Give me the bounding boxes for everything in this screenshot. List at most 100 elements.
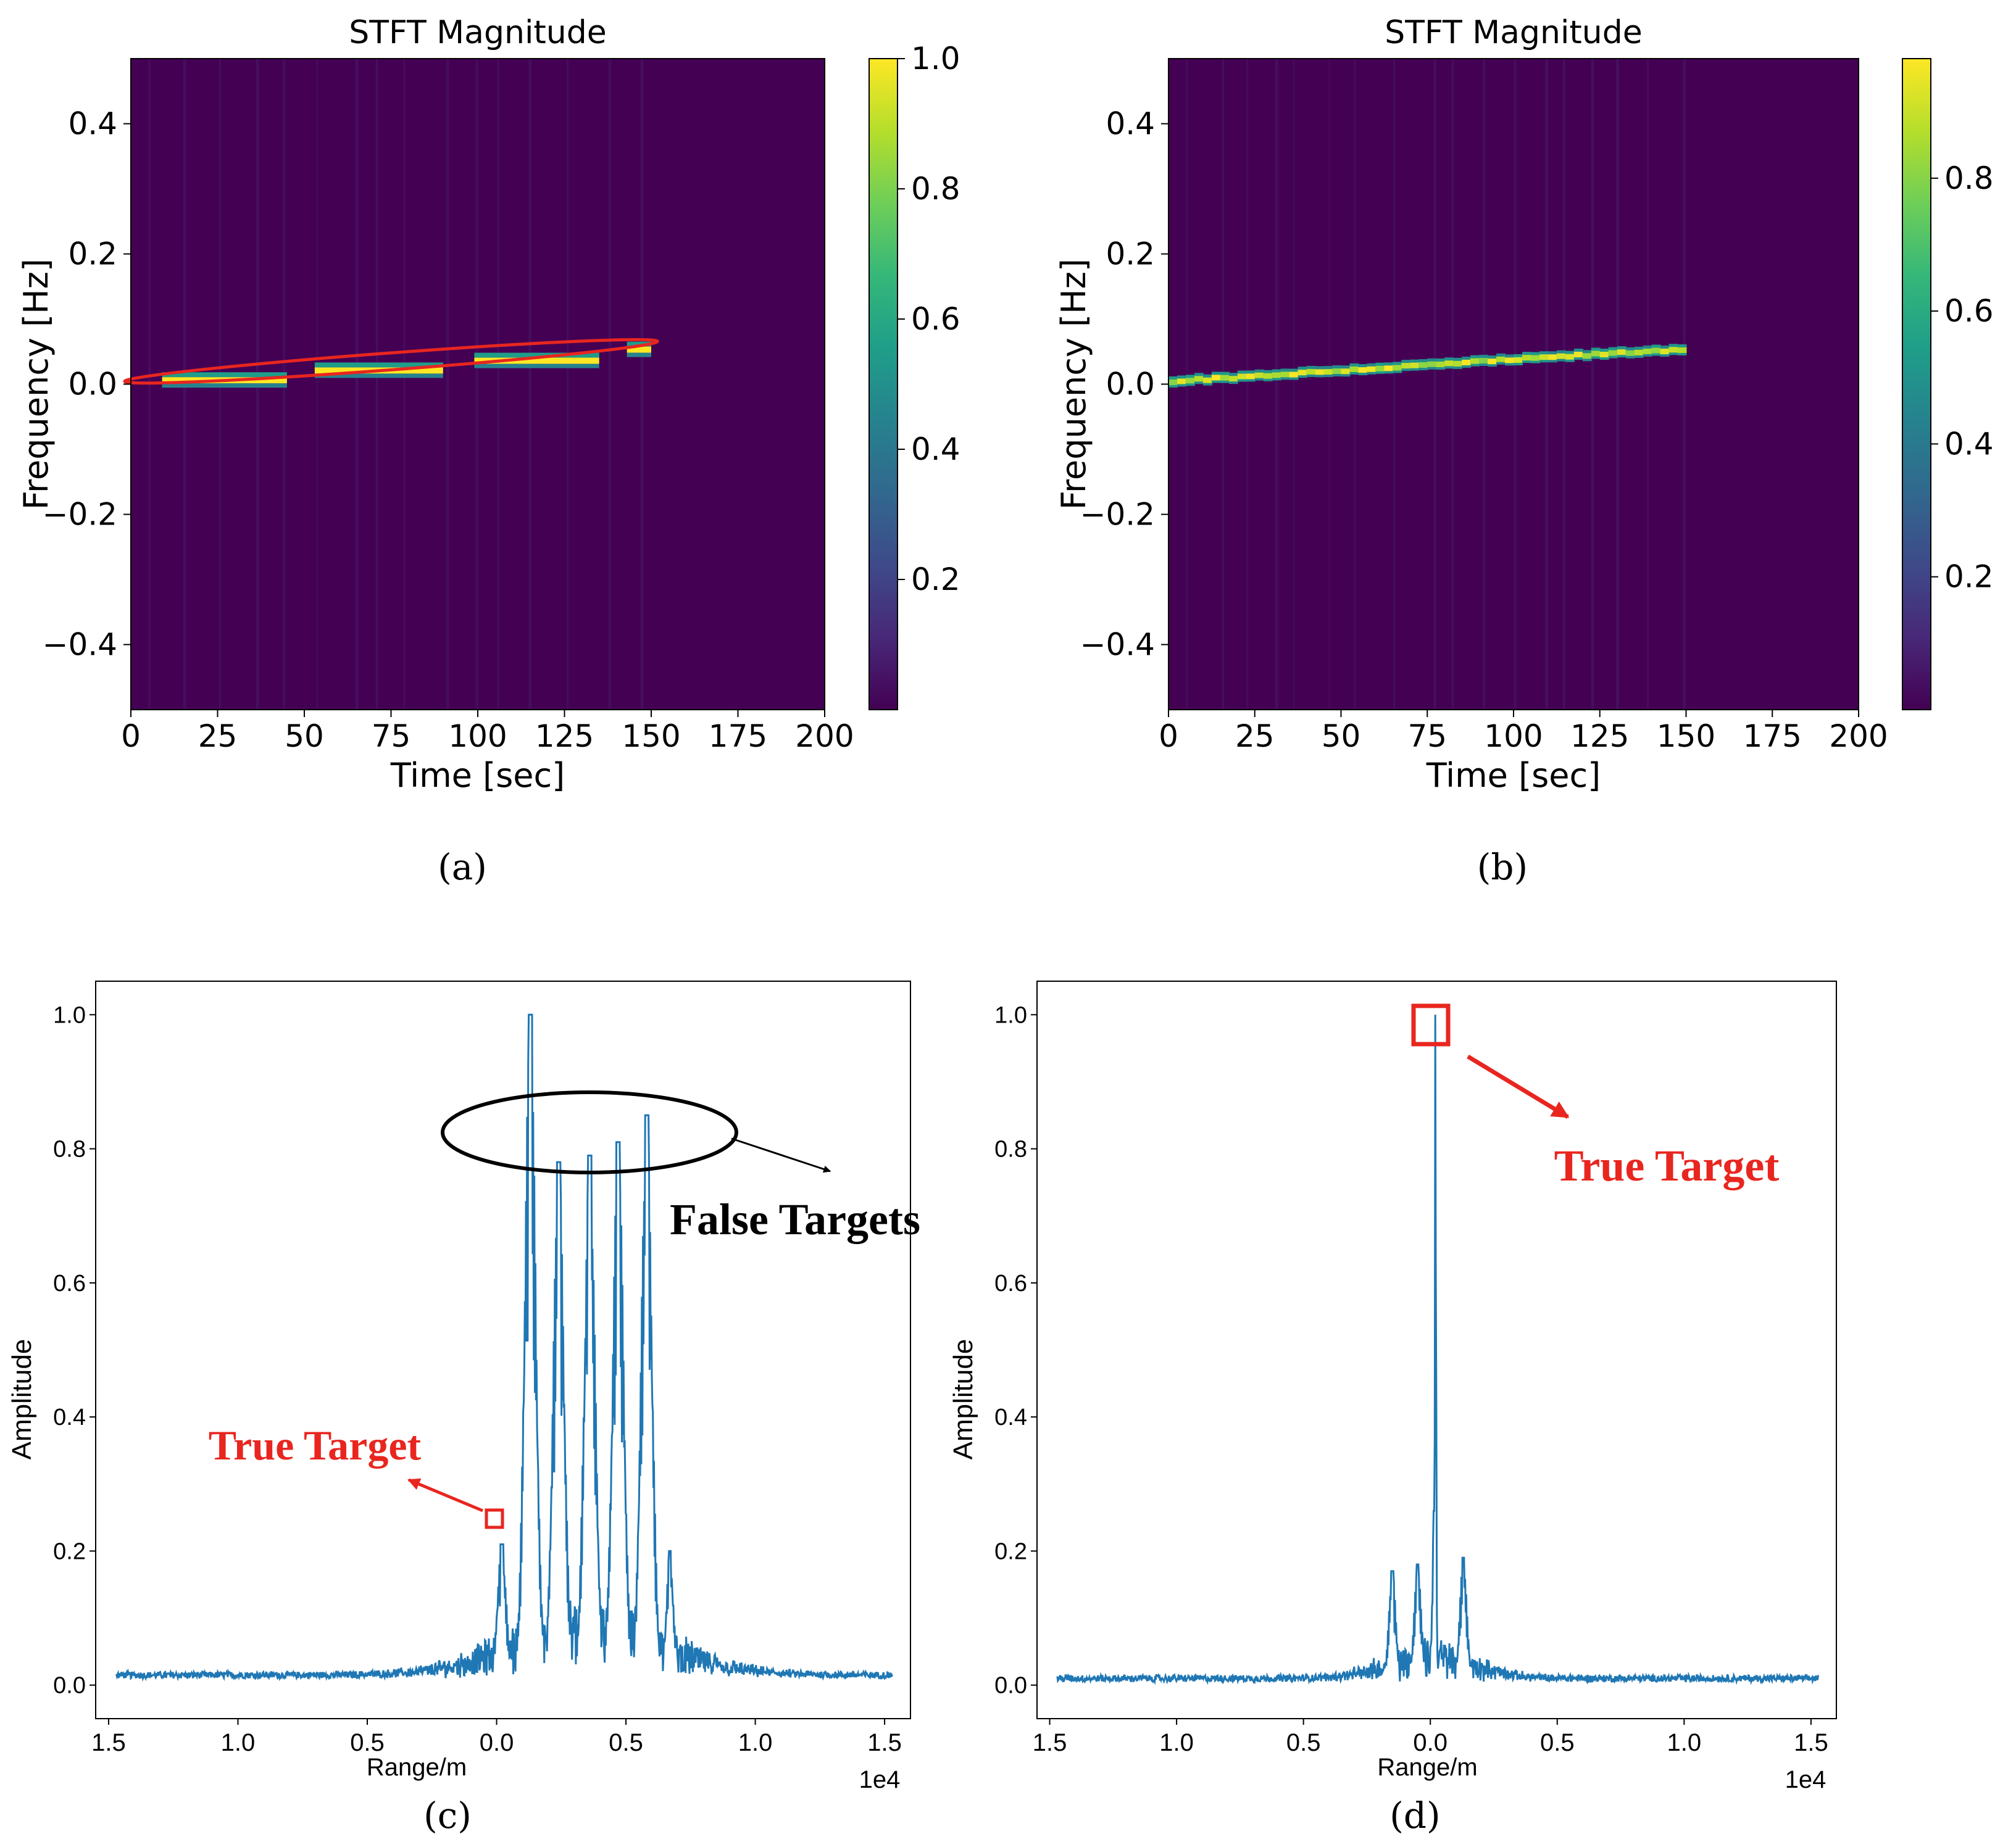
x-tick-label: 0	[121, 718, 141, 754]
x-tick-label: 1.0	[1667, 1729, 1702, 1756]
x-offset-label: 1e4	[859, 1766, 901, 1793]
x-tick-label: 75	[372, 718, 411, 754]
heatmap-streak	[1483, 59, 1486, 710]
chirp-cell	[1272, 372, 1281, 378]
chirp-cell	[1228, 376, 1238, 382]
segment-2-lower	[474, 363, 599, 368]
heatmap-streak	[1328, 59, 1330, 710]
heatmap-streak	[1293, 59, 1295, 710]
colorbar-tick-label: 1.0	[911, 41, 960, 77]
x-tick-label: 25	[1235, 718, 1275, 754]
x-tick-label: 150	[1657, 718, 1715, 754]
true-target-arrow	[407, 1478, 483, 1513]
colorbar-tick-label: 0.6	[911, 301, 960, 337]
chirp-cell	[1453, 360, 1463, 367]
y-axis-label: Amplitude	[948, 1339, 978, 1460]
chirp-cell	[1591, 351, 1601, 357]
chirp-cell	[1393, 365, 1402, 371]
heatmap-streak	[528, 59, 532, 710]
heatmap-streak	[1647, 59, 1649, 710]
colorbar	[1902, 58, 1931, 710]
chirp-cell	[1514, 357, 1523, 363]
x-tick-label: 50	[285, 718, 324, 754]
chirp-cell	[1462, 359, 1472, 365]
chirp-cell	[1341, 368, 1351, 375]
heatmap-streak	[1275, 59, 1278, 710]
heatmap-streak	[1616, 59, 1619, 710]
chirp-cell	[1668, 347, 1678, 353]
chirp-cell	[1634, 349, 1644, 355]
y-tick-label: 0.0	[1106, 367, 1155, 402]
chirp-cell	[1547, 354, 1557, 360]
heatmap-streak	[1545, 59, 1549, 710]
x-axis-label: Range/m	[1377, 1754, 1477, 1781]
amplitude-panel-d: 1.5 1.0 0.5 0.0 0.5 1.0 1.5 0.0 0.2 0.4 0.6 0.8 1.0 R…	[948, 981, 1837, 1837]
chirp-cell	[1625, 350, 1635, 356]
colorbar-tick-label: 0.4	[1944, 426, 1994, 462]
heatmap-streak	[475, 59, 478, 710]
x-tick-label: 200	[795, 718, 854, 754]
y-tick-label: 0.0	[68, 367, 117, 402]
signal-line	[115, 1013, 893, 1682]
x-tick-label: 200	[1829, 718, 1888, 754]
signal-line	[1056, 1015, 1820, 1685]
colorbar-tick-label: 0.2	[1944, 559, 1994, 595]
chirp-cell	[1505, 357, 1514, 363]
chirp-cell	[1496, 356, 1506, 362]
heatmap-streak	[1683, 59, 1686, 710]
x-tick-label: 50	[1322, 718, 1361, 754]
plot-frame	[95, 981, 911, 1719]
chirp-cell	[1323, 369, 1333, 375]
true-target-box	[485, 1508, 504, 1529]
heatmap-streak	[1222, 59, 1224, 710]
heatmap-streak	[1514, 59, 1517, 710]
chirp-cell	[1488, 359, 1497, 365]
y-tick-label: 0.6	[994, 1271, 1027, 1297]
segment-2-halo	[474, 352, 599, 358]
true-target-arrow	[1467, 1055, 1570, 1119]
x-axis-label: Time [sec]	[390, 756, 565, 795]
y-tick-label: 0.4	[1106, 106, 1155, 142]
heatmap-streak	[608, 59, 612, 710]
y-tick-label: 0.2	[53, 1538, 86, 1564]
x-tick-label: 0	[1159, 718, 1178, 754]
chirp-cell	[1211, 375, 1221, 381]
x-tick-label: 1.5	[91, 1729, 126, 1756]
amplitude-panel-c: 1.5 1.0 0.5 0.0 0.5 1.0 1.5 0.0 0.2 0.4 0.6 0.8 1.0 R…	[7, 981, 920, 1837]
x-tick-label: 1.0	[1159, 1729, 1194, 1756]
chirp-cell	[1263, 373, 1273, 379]
chirp-cell	[1539, 354, 1549, 360]
chirp-cell	[1194, 376, 1204, 382]
x-tick-label: 1.5	[1794, 1729, 1828, 1756]
segment-3	[627, 346, 651, 353]
y-tick-label: 0.4	[68, 106, 117, 142]
chirp-cell	[1358, 367, 1368, 373]
panel-label: (a)	[438, 846, 487, 888]
true-target-label: True Target	[209, 1422, 422, 1469]
y-tick-label: 1.0	[994, 1002, 1027, 1028]
panel-label: (c)	[423, 1795, 472, 1837]
x-tick-label: 1.5	[867, 1729, 902, 1756]
chirp-cell	[1418, 362, 1428, 368]
heatmap-streak	[1393, 59, 1396, 710]
false-targets-ellipse	[441, 1090, 738, 1174]
x-tick-label: 1.0	[221, 1729, 256, 1756]
y-tick-label: 0.4	[53, 1405, 86, 1430]
chirp-cell	[1202, 377, 1212, 383]
heatmap-streak	[1433, 59, 1436, 710]
y-tick-label: 0.8	[53, 1137, 86, 1163]
heatmap-streak	[446, 59, 449, 710]
panel-label: (b)	[1477, 846, 1528, 888]
chirp-cell	[1254, 372, 1264, 378]
heatmap-background	[1168, 59, 1859, 710]
colorbar	[868, 58, 898, 710]
chirp-cell	[1643, 348, 1652, 354]
x-tick-label: 125	[1570, 718, 1629, 754]
chirp-cell	[1306, 368, 1316, 375]
y-tick-label: 0.2	[68, 236, 117, 272]
y-tick-label: 0.6	[53, 1271, 86, 1297]
heatmap-streak	[403, 59, 406, 710]
x-tick-label: 25	[198, 718, 238, 754]
y-tick-label: 0.2	[1106, 236, 1155, 272]
segment-1-lower	[314, 373, 443, 378]
